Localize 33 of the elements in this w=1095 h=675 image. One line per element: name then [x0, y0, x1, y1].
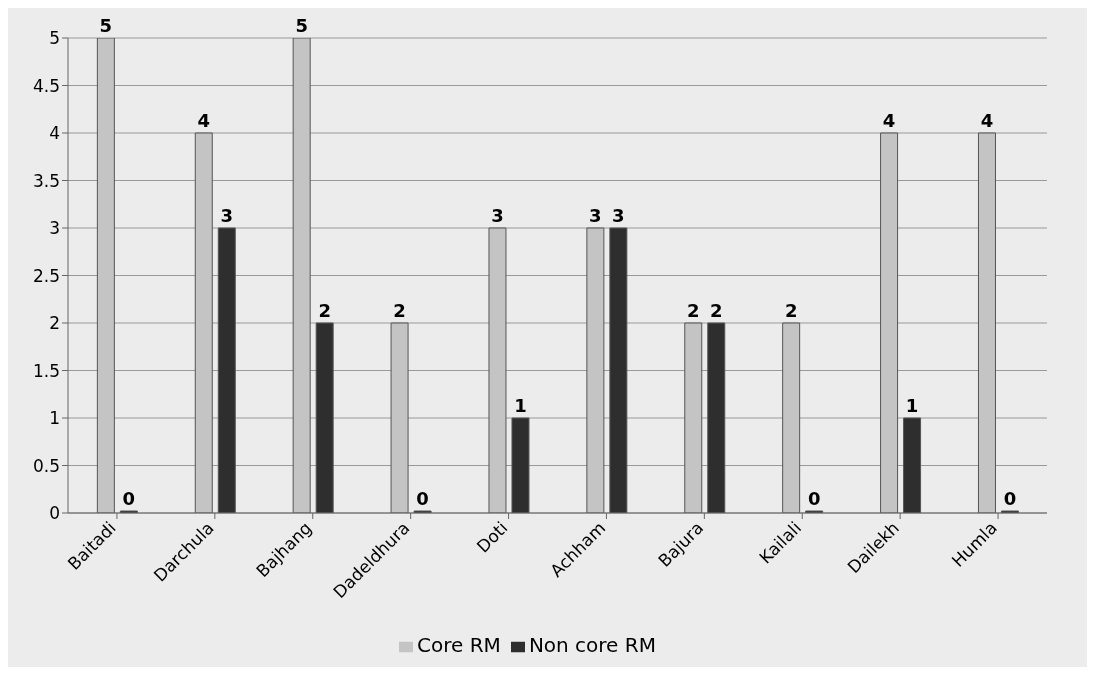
data-label: 2 [393, 300, 406, 321]
data-label: 2 [318, 300, 331, 321]
y-tick-label: 3.5 [32, 170, 60, 191]
y-tick-label: 3 [49, 218, 60, 239]
y-tick-label: 4 [49, 123, 60, 144]
legend-label: Non core RM [528, 633, 656, 657]
data-label: 0 [416, 488, 429, 509]
legend-label: Core RM [417, 633, 501, 657]
y-tick-label: 1.5 [32, 360, 60, 381]
data-label: 5 [295, 15, 308, 36]
data-label: 1 [514, 395, 527, 416]
data-label: 1 [905, 395, 919, 416]
y-tick-label: 2 [49, 313, 60, 334]
data-label: 2 [784, 300, 798, 321]
y-tick-label: 2.5 [32, 265, 60, 286]
data-label: 4 [882, 110, 896, 131]
data-label: 4 [980, 110, 994, 131]
y-tick-label: 5 [49, 28, 60, 49]
data-label: 2 [687, 300, 700, 321]
y-tick-label: 1 [49, 408, 60, 429]
data-label: 5 [99, 15, 113, 36]
data-label: 3 [612, 205, 625, 226]
data-label: 3 [491, 205, 504, 226]
y-tick-label: 4.5 [32, 75, 60, 96]
data-label: 3 [589, 205, 602, 226]
data-label: 2 [710, 300, 723, 321]
data-label: 0 [122, 488, 136, 509]
data-label: 0 [807, 488, 821, 509]
y-tick-label: 0.5 [32, 455, 60, 476]
y-tick-label: 0 [49, 503, 60, 524]
data-label: 0 [1003, 488, 1017, 509]
data-label: 3 [220, 205, 234, 226]
data-label: 4 [197, 110, 211, 131]
